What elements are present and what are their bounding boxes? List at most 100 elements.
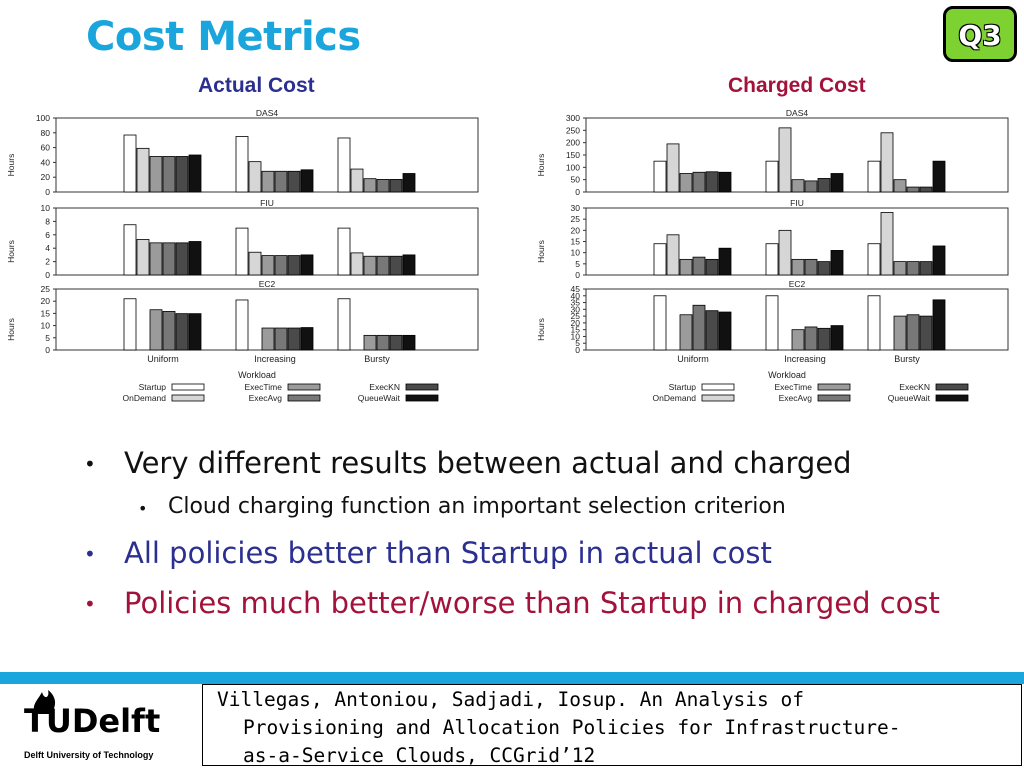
bar-startup: [123, 134, 137, 193]
legend-swatch: [701, 383, 735, 391]
bullet-dot: •: [84, 542, 96, 566]
bar-exectime: [149, 156, 163, 193]
legend-swatch: [287, 394, 321, 402]
charged-cost-label: Charged Cost: [728, 74, 866, 97]
bar-startup: [765, 160, 779, 193]
legend-swatch: [405, 394, 439, 402]
y-tick-label: 0: [575, 345, 580, 355]
legend-swatch: [817, 394, 851, 402]
bar-execkn: [175, 313, 189, 351]
subplot-title: EC2: [259, 279, 276, 289]
bullet-dot: •: [138, 499, 148, 518]
bar-execkn: [705, 258, 719, 276]
bar-startup: [235, 227, 249, 276]
bar-ondemand: [778, 229, 792, 276]
bar-startup: [765, 243, 779, 276]
citation-box: Villegas, Antoniou, Sadjadi, Iosup. An A…: [202, 684, 1022, 767]
bar-execkn: [705, 171, 719, 193]
bar-queuewait: [402, 173, 416, 193]
y-tick-label: 0: [45, 270, 50, 280]
legend-label: Startup: [139, 382, 167, 392]
y-tick-label: 20: [571, 318, 581, 328]
bar-startup: [123, 298, 137, 351]
bar-exectime: [149, 309, 163, 351]
y-tick-label: 0: [45, 187, 50, 197]
y-tick-label: 30: [571, 304, 581, 314]
tudelft-logo: TUDelft Delft University of Technology: [22, 688, 182, 766]
bar-ondemand: [350, 168, 364, 193]
y-tick-label: 5: [45, 333, 50, 343]
bar-queuewait: [188, 241, 202, 276]
bar-startup: [235, 299, 249, 351]
bar-execkn: [175, 156, 189, 193]
y-tick-label: 5: [575, 338, 580, 348]
bar-execavg: [804, 180, 818, 193]
bar-ondemand: [880, 212, 894, 276]
bar-execkn: [287, 327, 301, 351]
slide-title: Cost Metrics: [86, 14, 361, 60]
bar-queuewait: [188, 154, 202, 193]
y-tick-label: 10: [571, 248, 581, 258]
y-tick-label: 6: [45, 230, 50, 240]
y-tick-label: 300: [566, 113, 580, 123]
actual-cost-label: Actual Cost: [198, 74, 315, 97]
footer-accent-bar: [0, 672, 1024, 684]
bar-execavg: [804, 326, 818, 351]
bar-exectime: [363, 178, 377, 193]
y-tick-label: 35: [571, 298, 581, 308]
y-tick-label: 8: [45, 216, 50, 226]
y-tick-label: 60: [41, 143, 51, 153]
y-axis-label: Hours: [536, 154, 546, 177]
bullet-text: Cloud charging function an important sel…: [168, 494, 786, 519]
bar-exectime: [261, 255, 275, 276]
subplot-das4: DAS4 Hours 0 50 100 150 200 250 300: [536, 108, 1009, 197]
bar-queuewait: [830, 250, 844, 276]
legend-label: OnDemand: [653, 393, 697, 403]
bar-execavg: [906, 261, 920, 276]
bar-execkn: [919, 261, 933, 276]
bar-execkn: [389, 179, 403, 193]
legend-swatch: [287, 383, 321, 391]
bar-startup: [235, 136, 249, 193]
subplot-das4: DAS4 Hours 0 20 40 60 80 100: [6, 108, 479, 197]
bar-execavg: [692, 171, 706, 193]
legend-label: Startup: [669, 382, 697, 392]
citation-line: Villegas, Antoniou, Sadjadi, Iosup. An A…: [217, 688, 804, 711]
bullet-dot: •: [84, 592, 96, 616]
x-tick-label: Increasing: [784, 354, 826, 364]
x-axis-label: Workload: [238, 370, 276, 380]
bar-exectime: [261, 327, 275, 351]
y-tick-label: 20: [41, 296, 51, 306]
bar-ondemand: [248, 161, 262, 193]
x-tick-label: Uniform: [677, 354, 709, 364]
bar-execavg: [274, 170, 288, 193]
bar-ondemand: [778, 127, 792, 193]
bar-queuewait: [718, 171, 732, 193]
y-tick-label: 20: [41, 172, 51, 182]
bar-exectime: [149, 242, 163, 276]
bar-startup: [765, 295, 779, 351]
bar-execkn: [919, 315, 933, 351]
bar-execavg: [376, 179, 390, 193]
y-axis-label: Hours: [6, 240, 16, 263]
y-tick-label: 25: [571, 214, 581, 224]
y-axis-label: Hours: [6, 154, 16, 177]
legend-label: QueueWait: [358, 393, 401, 403]
y-tick-label: 20: [571, 225, 581, 235]
legend-label: QueueWait: [888, 393, 931, 403]
bar-exectime: [679, 258, 693, 276]
bar-ondemand: [136, 239, 150, 276]
y-tick-label: 0: [45, 345, 50, 355]
y-tick-label: 25: [571, 311, 581, 321]
bar-execkn: [175, 242, 189, 276]
actual-cost-chart: DAS4Hours020406080100FIUHours0246810EC2H…: [6, 108, 479, 403]
bar-queuewait: [300, 254, 314, 276]
subplot-title: DAS4: [786, 108, 808, 118]
bar-queuewait: [718, 247, 732, 276]
bar-startup: [867, 160, 881, 193]
bar-execavg: [162, 242, 176, 276]
legend-swatch: [935, 383, 969, 391]
bullet-item: • Very different results between actual …: [84, 446, 852, 480]
y-tick-label: 0: [575, 187, 580, 197]
